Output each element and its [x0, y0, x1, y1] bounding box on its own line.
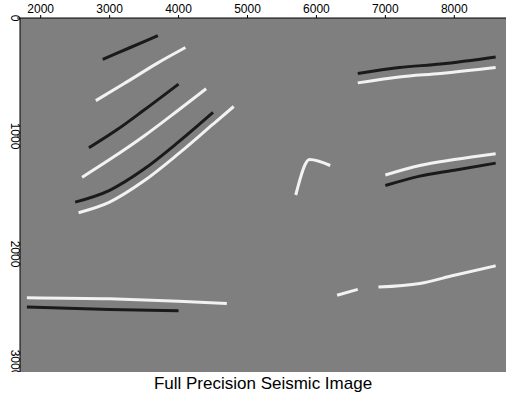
svg-text:5000: 5000 [234, 2, 261, 16]
svg-text:0: 0 [8, 15, 22, 22]
svg-text:7000: 7000 [372, 2, 399, 16]
svg-text:3000: 3000 [96, 2, 123, 16]
svg-text:8000: 8000 [441, 2, 468, 16]
svg-text:3000: 3000 [8, 350, 22, 372]
svg-text:1000: 1000 [8, 123, 22, 150]
html-text:Full Precision Seismic Image: Full Precision Seismic Image [153, 374, 373, 393]
svg-text:2000: 2000 [27, 2, 54, 16]
svg-text:4000: 4000 [165, 2, 192, 16]
svg-text:2000: 2000 [8, 241, 22, 268]
svg-text:6000: 6000 [303, 2, 330, 16]
